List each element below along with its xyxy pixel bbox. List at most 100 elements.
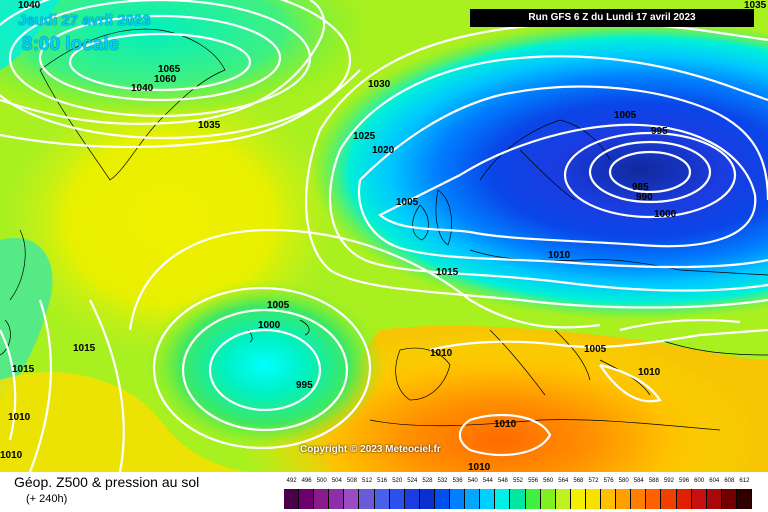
scale-cell: [344, 489, 360, 509]
run-info: Run GFS 6 Z du Lundi 17 avril 2023: [470, 9, 754, 27]
isobar-label: 1010: [0, 450, 23, 461]
scale-cell: [314, 489, 330, 509]
scale-value: 608: [724, 478, 735, 484]
isobar-label: 995: [296, 380, 313, 391]
isobar-label: 1005: [614, 110, 637, 121]
scale-value: 536: [452, 478, 463, 484]
isobar-label: 1010: [8, 412, 31, 423]
scale-cell: [616, 489, 632, 509]
scale-labels: 492 496 500 504 508 512 516 520 524 528 532 536 540 5…: [284, 478, 752, 488]
scale-value: 556: [528, 478, 539, 484]
scale-cell: [540, 489, 556, 509]
scale-value: 524: [407, 478, 418, 484]
scale-cell: [631, 489, 647, 509]
scale-value: 548: [497, 478, 508, 484]
isobar-label: 1000: [258, 320, 281, 331]
scale-cell: [299, 489, 315, 509]
isobar-label: 1005: [396, 197, 419, 208]
isobar-label: 1005: [584, 344, 607, 355]
isobar-label: 990: [636, 192, 653, 203]
isobar-label: 1010: [430, 348, 453, 359]
scale-value: 572: [588, 478, 599, 484]
scale-value: 612: [739, 478, 750, 484]
scale-cell: [570, 489, 586, 509]
isobar-label: 1010: [468, 462, 491, 472]
scale-cell: [676, 489, 692, 509]
scale-cell: [359, 489, 375, 509]
isobar-label: 1010: [638, 367, 661, 378]
isobar-label: 1035: [744, 0, 767, 11]
legend-title: Géop. Z500 & pression au sol: [14, 474, 200, 490]
scale-value: 552: [512, 478, 523, 484]
isobar-label: 1040: [131, 83, 154, 94]
scale-cell: [555, 489, 571, 509]
scale-value: 560: [543, 478, 554, 484]
isobar-label: 1005: [267, 300, 290, 311]
scale-value: 564: [558, 478, 569, 484]
isobar-label: 1060: [154, 74, 177, 85]
isobar-label: 1010: [548, 250, 571, 261]
scale-cell: [495, 489, 511, 509]
scale-value: 532: [437, 478, 448, 484]
weather-map: 1040 1065 1060 1040 1035 1030 1025 1020 …: [0, 0, 768, 472]
valid-date: Jeudi 27 avril 2023: [18, 12, 151, 29]
scale-value: 592: [663, 478, 674, 484]
isobar-label: 1015: [73, 343, 96, 354]
isobar-label: 1015: [12, 364, 35, 375]
scale-value: 544: [482, 478, 493, 484]
scale-value: 528: [422, 478, 433, 484]
legend-subtitle: (+ 240h): [26, 493, 68, 505]
isobar-labels: 1040 1065 1060 1040 1035 1030 1025 1020 …: [0, 0, 767, 472]
coastlines: [0, 28, 768, 431]
isobar-label: 1035: [198, 120, 221, 131]
isobar-label: 1015: [436, 267, 459, 278]
scale-value: 540: [467, 478, 478, 484]
scale-value: 584: [633, 478, 644, 484]
scale-cell: [389, 489, 405, 509]
copyright: Copyright © 2023 Meteociel.fr: [300, 444, 441, 455]
scale-cell: [510, 489, 526, 509]
scale-cell: [434, 489, 451, 509]
scale-value: 520: [392, 478, 403, 484]
scale-value: 600: [694, 478, 705, 484]
scale-cell: [374, 489, 390, 509]
scale-cell: [450, 489, 466, 509]
scale-cell: [284, 489, 300, 509]
scale-cell: [736, 489, 752, 509]
scale-value: 500: [316, 478, 327, 484]
scale-value: 496: [301, 478, 312, 484]
scale-value: 604: [709, 478, 720, 484]
scale-cell: [525, 489, 541, 509]
scale-value: 508: [346, 478, 357, 484]
scale-cell: [646, 489, 662, 509]
scale-value: 512: [362, 478, 373, 484]
scale-cell: [691, 489, 707, 509]
isobar-label: 1030: [368, 79, 391, 90]
isobar-label: 1000: [654, 209, 677, 220]
scale-value: 580: [618, 478, 629, 484]
scale-cell: [661, 489, 677, 509]
isobar-label: 1040: [18, 0, 41, 11]
scale-value: 568: [573, 478, 584, 484]
scale-cell: [329, 489, 345, 509]
isobar-label: 1010: [494, 419, 517, 430]
scale-cell: [721, 489, 737, 509]
scale-cell: [601, 489, 617, 509]
scale-value: 516: [377, 478, 388, 484]
scale-value: 504: [331, 478, 342, 484]
isobar-label: 985: [632, 182, 649, 193]
scale-cell: [706, 489, 722, 509]
color-scale: [284, 489, 752, 509]
isobar-label: 1020: [372, 145, 395, 156]
valid-time: 8:00 locale: [22, 34, 120, 55]
scale-cell: [480, 489, 496, 509]
scale-value: 588: [648, 478, 659, 484]
scale-cell: [404, 489, 420, 509]
scale-cell: [585, 489, 602, 509]
isobar-label: 1025: [353, 131, 376, 142]
scale-value: 492: [286, 478, 297, 484]
legend-footer: Géop. Z500 & pression au sol (+ 240h) 49…: [0, 472, 768, 512]
scale-cell: [465, 489, 481, 509]
isobar-label: 1065: [158, 64, 181, 75]
